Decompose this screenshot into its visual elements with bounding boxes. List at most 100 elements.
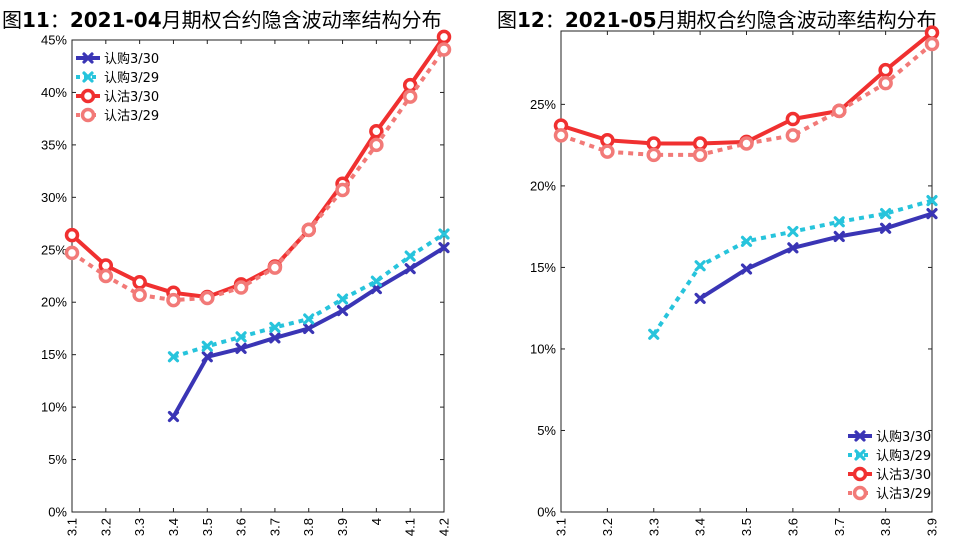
data-point xyxy=(267,260,283,275)
x-tick-label: 3.2 xyxy=(98,518,113,536)
data-point xyxy=(98,268,114,284)
legend-label: 认购3/29 xyxy=(876,448,931,464)
data-point xyxy=(132,287,147,303)
legend-marker xyxy=(82,52,94,64)
data-point xyxy=(438,242,450,254)
x-tick-label: 4.1 xyxy=(403,518,418,536)
chart-title-left: 图11：2021-04月期权合约隐含波动率结构分布 xyxy=(2,8,442,32)
x-tick-label: 3.6 xyxy=(234,518,249,536)
legend: 认购3/30 认购3/29 认沽3/30 认沽3/29 xyxy=(76,51,159,124)
x-tick-label: 3.8 xyxy=(878,518,893,536)
y-tick-label: 35% xyxy=(41,137,67,152)
data-point xyxy=(402,89,418,104)
data-point xyxy=(924,25,940,40)
data-point xyxy=(404,263,416,275)
x-tick-label: 4.2 xyxy=(437,518,452,536)
y-tick-label: 5% xyxy=(48,452,67,467)
x-tick-label: 3.5 xyxy=(200,518,215,536)
data-point xyxy=(132,275,147,290)
legend: 认购3/30 认购3/29 认沽3/30 认沽3/29 xyxy=(848,429,931,502)
data-point xyxy=(694,292,706,305)
data-point xyxy=(740,235,753,247)
data-point xyxy=(269,332,281,344)
data-point xyxy=(404,250,416,262)
data-point xyxy=(335,182,350,198)
data-point xyxy=(233,280,249,295)
data-point xyxy=(64,227,80,243)
series-0 xyxy=(167,242,450,423)
y-tick-label: 0% xyxy=(537,505,556,520)
data-point xyxy=(692,136,708,151)
x-tick-label: 3.6 xyxy=(785,518,800,536)
data-point xyxy=(739,136,754,151)
data-point xyxy=(785,111,801,127)
data-point xyxy=(436,42,452,57)
data-point xyxy=(438,228,450,240)
data-point xyxy=(785,128,801,143)
data-point xyxy=(200,290,215,306)
x-tick-label: 3.4 xyxy=(166,518,181,536)
y-tick-label: 30% xyxy=(41,190,67,205)
x-tick-label: 3.3 xyxy=(646,518,661,536)
legend-label: 认沽3/29 xyxy=(876,487,931,502)
data-point xyxy=(878,75,893,91)
legend-marker xyxy=(852,466,868,482)
data-point xyxy=(436,29,452,45)
data-point xyxy=(740,263,753,275)
data-point xyxy=(646,136,661,151)
y-tick-label: 0% xyxy=(48,505,67,520)
y-tick-label: 15% xyxy=(41,347,67,362)
x-tick-label: 3.2 xyxy=(600,518,615,536)
data-point xyxy=(832,103,847,119)
legend-marker xyxy=(854,430,866,442)
x-tick-label: 3.7 xyxy=(832,518,847,536)
legend-marker xyxy=(852,485,868,501)
series-2 xyxy=(553,25,940,151)
chart-left: 0% 5% 10% 15% 20% 25% 30% 35% 40% 45% 3.1 3.2 3.3 3.4… xyxy=(41,29,452,536)
data-point xyxy=(833,230,845,243)
series-line xyxy=(171,246,446,418)
data-point xyxy=(692,147,708,163)
data-point xyxy=(303,313,315,325)
data-point xyxy=(880,222,892,234)
data-point xyxy=(336,293,349,305)
data-point xyxy=(167,410,180,423)
series-line xyxy=(70,48,446,303)
data-point xyxy=(694,260,706,272)
data-point xyxy=(553,128,569,143)
data-point xyxy=(301,222,316,238)
x-tick-label: 3.4 xyxy=(693,518,708,536)
legend-label: 认购3/30 xyxy=(104,51,159,67)
legend-label: 认购3/29 xyxy=(104,70,159,86)
data-point xyxy=(878,62,893,78)
series-3 xyxy=(64,42,452,308)
x-tick-label: 3.8 xyxy=(301,518,316,536)
data-point xyxy=(235,342,247,354)
data-point xyxy=(269,321,281,333)
y-tick-label: 20% xyxy=(530,178,556,193)
data-point xyxy=(166,292,181,308)
y-tick-label: 10% xyxy=(530,341,556,356)
data-point xyxy=(402,77,418,93)
data-point xyxy=(926,194,938,207)
y-tick-label: 25% xyxy=(530,97,556,112)
legend-label: 认沽3/29 xyxy=(104,109,159,124)
series-line xyxy=(560,42,934,157)
legend-label: 认沽3/30 xyxy=(876,468,931,483)
legend-marker xyxy=(82,71,94,83)
data-point xyxy=(369,124,384,139)
data-point xyxy=(235,331,247,343)
legend-label: 认购3/30 xyxy=(876,429,931,445)
y-tick-label: 10% xyxy=(41,400,67,415)
y-tick-label: 25% xyxy=(41,242,67,257)
data-point xyxy=(646,147,661,163)
legend-marker xyxy=(80,107,96,123)
data-point xyxy=(880,208,892,220)
x-tick-label: 3.9 xyxy=(925,518,940,536)
series-3 xyxy=(553,36,940,163)
data-point xyxy=(336,305,349,317)
data-point xyxy=(167,351,180,363)
series-line xyxy=(652,198,933,336)
plot-frame xyxy=(71,39,445,513)
chart-title-right: 图12：2021-05月期权合约隐含波动率结构分布 xyxy=(497,8,937,32)
